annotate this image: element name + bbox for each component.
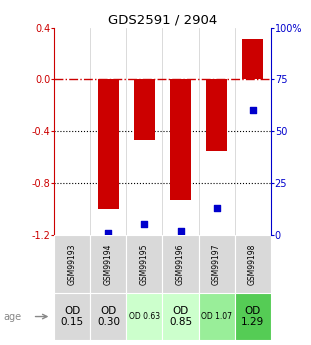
Point — [178, 229, 183, 234]
Text: GSM99194: GSM99194 — [104, 243, 113, 285]
Bar — [91, 293, 127, 340]
Bar — [127, 293, 162, 340]
Bar — [54, 235, 91, 293]
Bar — [242, 39, 263, 79]
Text: GSM99198: GSM99198 — [248, 243, 257, 285]
Text: OD 1.07: OD 1.07 — [201, 312, 232, 321]
Title: GDS2591 / 2904: GDS2591 / 2904 — [108, 13, 217, 27]
Bar — [206, 79, 227, 150]
Text: age: age — [3, 312, 21, 322]
Point — [106, 230, 111, 235]
Point — [250, 108, 255, 113]
Text: OD 0.63: OD 0.63 — [129, 312, 160, 321]
Text: GSM99195: GSM99195 — [140, 243, 149, 285]
Text: OD
0.15: OD 0.15 — [61, 306, 84, 327]
Bar — [198, 235, 234, 293]
Text: OD
1.29: OD 1.29 — [241, 306, 264, 327]
Bar — [162, 293, 198, 340]
Bar — [98, 79, 119, 209]
Bar — [127, 235, 162, 293]
Bar — [54, 293, 91, 340]
Text: GSM99193: GSM99193 — [68, 243, 77, 285]
Text: GSM99196: GSM99196 — [176, 243, 185, 285]
Bar — [91, 235, 127, 293]
Text: OD
0.30: OD 0.30 — [97, 306, 120, 327]
Bar — [170, 79, 191, 200]
Text: GSM99197: GSM99197 — [212, 243, 221, 285]
Bar — [134, 79, 155, 140]
Bar — [234, 293, 271, 340]
Point — [214, 205, 219, 210]
Bar — [234, 235, 271, 293]
Point — [142, 221, 147, 227]
Bar — [198, 293, 234, 340]
Bar — [162, 235, 198, 293]
Text: OD
0.85: OD 0.85 — [169, 306, 192, 327]
